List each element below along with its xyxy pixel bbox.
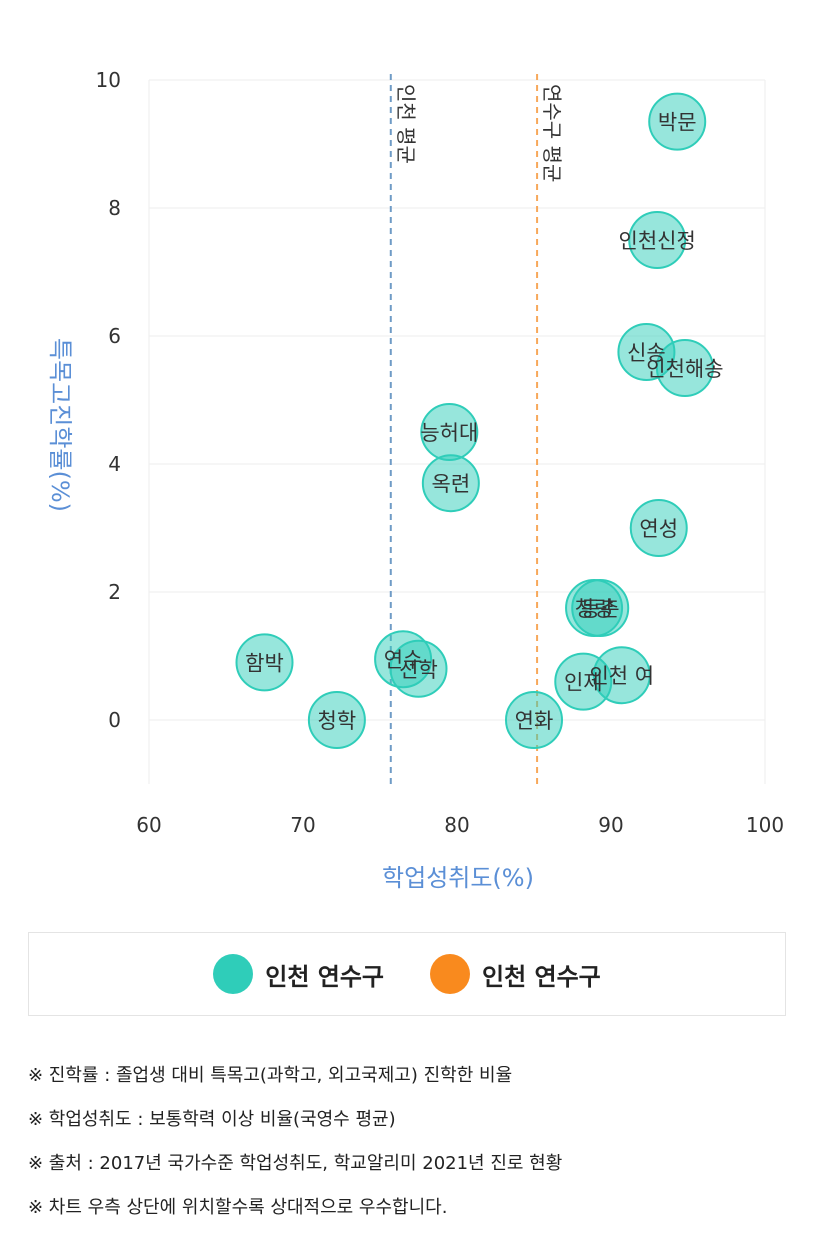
x-axis-title: 학업성취도(%) bbox=[382, 864, 534, 892]
legend-item-orange[interactable]: 인천 연수구 bbox=[430, 954, 601, 994]
x-tick-label: 60 bbox=[136, 813, 161, 837]
bubble-label: 인천 여 bbox=[589, 664, 654, 688]
y-tick-label: 4 bbox=[108, 452, 121, 476]
bubble-label: 청학 bbox=[318, 709, 357, 733]
y-axis-title: 특목고진학률(%) bbox=[46, 338, 74, 512]
bubble bbox=[629, 499, 688, 557]
footnote: ※ 출처 : 2017년 국가수준 학업성취도, 학교알리미 2021년 진로 … bbox=[28, 1153, 563, 1174]
bubble bbox=[571, 579, 630, 637]
y-tick-label: 8 bbox=[108, 196, 121, 220]
bubble bbox=[592, 646, 651, 705]
legend-swatch bbox=[430, 954, 470, 994]
footnote: ※ 학업성취도 : 보통학력 이상 비율(국영수 평균) bbox=[28, 1109, 396, 1130]
bubble-label: 옥련 bbox=[432, 472, 471, 496]
bubble-label: 인천해송 bbox=[646, 357, 723, 381]
legend-swatch bbox=[213, 954, 254, 994]
bubble bbox=[235, 633, 294, 692]
bubble-label: 박문 bbox=[658, 111, 697, 135]
reference-lines: 인천 평균 연수구 평균 bbox=[389, 74, 564, 784]
x-tick-label: 80 bbox=[444, 813, 469, 837]
footnote: ※ 진학률 : 졸업생 대비 특목고(과학고, 외고국제고) 진학한 비율 bbox=[28, 1065, 513, 1086]
bubble-label: 동춘 bbox=[581, 597, 620, 621]
bubble bbox=[648, 92, 707, 151]
legend: 인천 연수구 인천 연수구 bbox=[28, 932, 786, 1016]
footnotes: ※ 진학률 : 졸업생 대비 특목고(과학고, 외고국제고) 진학한 비율 ※ … bbox=[28, 1058, 808, 1234]
x-tick-label: 100 bbox=[746, 813, 784, 837]
bubble bbox=[505, 691, 563, 749]
bubble-label: 연성 bbox=[639, 517, 678, 541]
bubble bbox=[307, 691, 366, 749]
bubble bbox=[389, 639, 448, 698]
reference-line-label: 연수구 평균 bbox=[540, 84, 564, 182]
bubble bbox=[628, 211, 687, 269]
footnote: ※ 차트 우측 상단에 위치할수록 상대적으로 우수합니다. bbox=[28, 1197, 448, 1218]
bubble-label: 신송 bbox=[627, 341, 666, 365]
tick-labels: 0 2 4 6 8 10 60 70 80 90 100 bbox=[96, 68, 785, 837]
legend-label: 인천 연수구 bbox=[265, 962, 384, 991]
y-tick-label: 10 bbox=[96, 68, 121, 92]
bubble-label: 연수 bbox=[384, 648, 423, 672]
bubble-label: 인제 bbox=[564, 671, 603, 695]
bubble bbox=[655, 339, 714, 397]
x-tick-label: 90 bbox=[598, 813, 623, 837]
bubble-label: 능허대 bbox=[420, 421, 478, 445]
bubble-label: 선학 bbox=[399, 658, 438, 682]
bubbles bbox=[235, 92, 714, 749]
y-tick-label: 6 bbox=[108, 324, 121, 348]
bubble bbox=[421, 454, 480, 513]
reference-line-label: 인천 평균 bbox=[394, 84, 418, 164]
y-tick-label: 0 bbox=[108, 708, 121, 732]
x-tick-label: 70 bbox=[290, 813, 315, 837]
legend-item-teal[interactable]: 인천 연수구 bbox=[213, 954, 384, 994]
bubble-label: 청량 bbox=[575, 597, 614, 621]
bubble-label: 함박 bbox=[245, 651, 284, 675]
legend-label: 인천 연수구 bbox=[482, 962, 601, 991]
bubble-label: 인천신정 bbox=[619, 229, 696, 253]
bubble-label: 연화 bbox=[515, 709, 554, 733]
y-tick-label: 2 bbox=[108, 580, 121, 604]
